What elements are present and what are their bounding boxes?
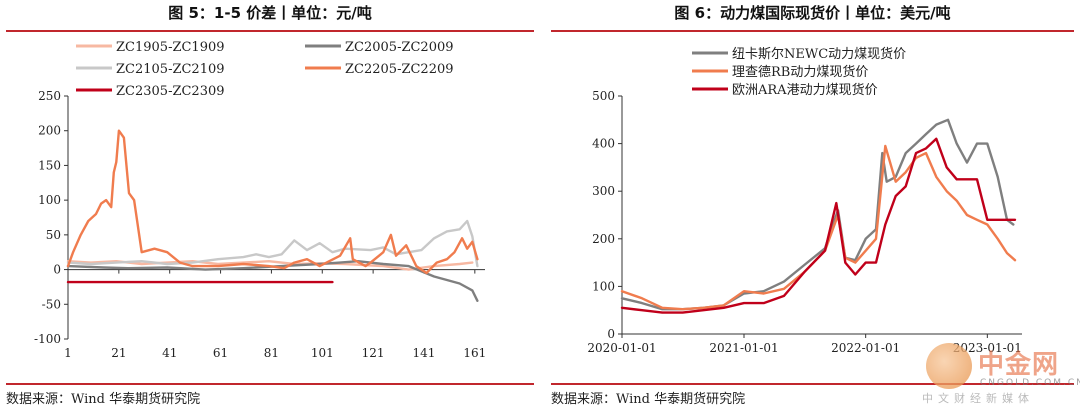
watermark-logo: 中金网 CNGOLD.COM.CN 中文财经新媒体 — [918, 338, 1080, 413]
y-tick-label: 150 — [38, 158, 61, 172]
x-tick-label: 2020-01-01 — [587, 341, 656, 355]
y-tick-label: 0 — [53, 263, 61, 277]
y-tick-label: 100 — [38, 193, 61, 207]
legend-label: ZC2105-ZC2109 — [116, 62, 225, 77]
legend-label: ZC1905-ZC1909 — [116, 40, 225, 55]
watermark-domain: CNGOLD.COM.CN — [980, 378, 1080, 388]
figure-6-source: 数据来源：Wind 华泰期货研究院 — [551, 392, 746, 407]
figure-6-title: 图 6：动力煤国际现货价丨单位：美元/吨 — [674, 4, 951, 22]
x-tick-label: 121 — [362, 346, 385, 360]
y-tick-label: -50 — [42, 297, 61, 311]
series-line-2 — [66, 219, 479, 268]
figure-5-panel: 图 5：1-5 价差丨单位：元/吨 -100 -50 0 50 100 150 200 250… — [6, 4, 534, 407]
x-tick-label: 41 — [162, 346, 177, 360]
legend-label: 理查德RB动力煤现货价 — [732, 64, 868, 80]
title-divider — [6, 30, 534, 32]
series-line-3 — [66, 129, 479, 275]
series-line-0 — [620, 118, 1015, 311]
figure-5-source: 数据来源：Wind 华泰期货研究院 — [6, 392, 201, 407]
x-tick-label: 101 — [311, 346, 334, 360]
x-tick-label: 141 — [413, 346, 436, 360]
title-divider — [551, 30, 1074, 32]
x-tick-label: 1 — [64, 346, 72, 360]
series-line-1 — [620, 144, 1017, 311]
watermark-subtitle: 中文财经新媒体 — [922, 392, 1034, 405]
logo-icon — [926, 343, 972, 389]
figure-6-panel: 图 6：动力煤国际现货价丨单位：美元/吨 0 100 200 300 400 500 202… — [545, 0, 1080, 413]
x-tick-label: 81 — [264, 346, 279, 360]
x-tick-label: 2023-01-01 — [953, 341, 1022, 355]
x-tick-label: 161 — [463, 346, 486, 360]
y-tick-label: 50 — [46, 228, 61, 242]
legend-label: 欧洲ARA港动力煤现货价 — [732, 82, 878, 98]
y-tick-label: 500 — [592, 89, 615, 103]
x-tick-label: 2021-01-01 — [709, 341, 778, 355]
legend-label: 纽卡斯尔NEWC动力煤现货价 — [732, 46, 906, 62]
y-tick-label: 300 — [592, 184, 615, 198]
x-tick-label: 2022-01-01 — [831, 341, 900, 355]
y-tick-label: 200 — [38, 124, 61, 138]
source-divider — [551, 383, 1074, 385]
legend-label: ZC2005-ZC2009 — [345, 40, 454, 55]
source-divider — [6, 383, 534, 385]
figure-6-chart: 0 100 200 300 400 500 2020-01-01 2021-01-01 2022… — [587, 46, 1022, 355]
y-tick-label: 250 — [38, 89, 61, 103]
y-tick-label: 200 — [592, 232, 615, 246]
y-tick-label: 100 — [592, 279, 615, 293]
x-tick-label: 61 — [213, 346, 228, 360]
y-tick-label: -100 — [34, 332, 61, 346]
y-tick-label: 400 — [592, 137, 615, 151]
x-tick-label: 21 — [111, 346, 126, 360]
figure-5-title: 图 5：1-5 价差丨单位：元/吨 — [168, 4, 372, 22]
legend-label: ZC2205-ZC2209 — [345, 62, 454, 77]
legend-label: ZC2305-ZC2309 — [116, 84, 225, 99]
series-line-1 — [66, 260, 479, 302]
series-line-2 — [620, 137, 1017, 314]
y-tick-label: 0 — [607, 327, 615, 341]
watermark-title: 中金网 — [978, 350, 1060, 380]
